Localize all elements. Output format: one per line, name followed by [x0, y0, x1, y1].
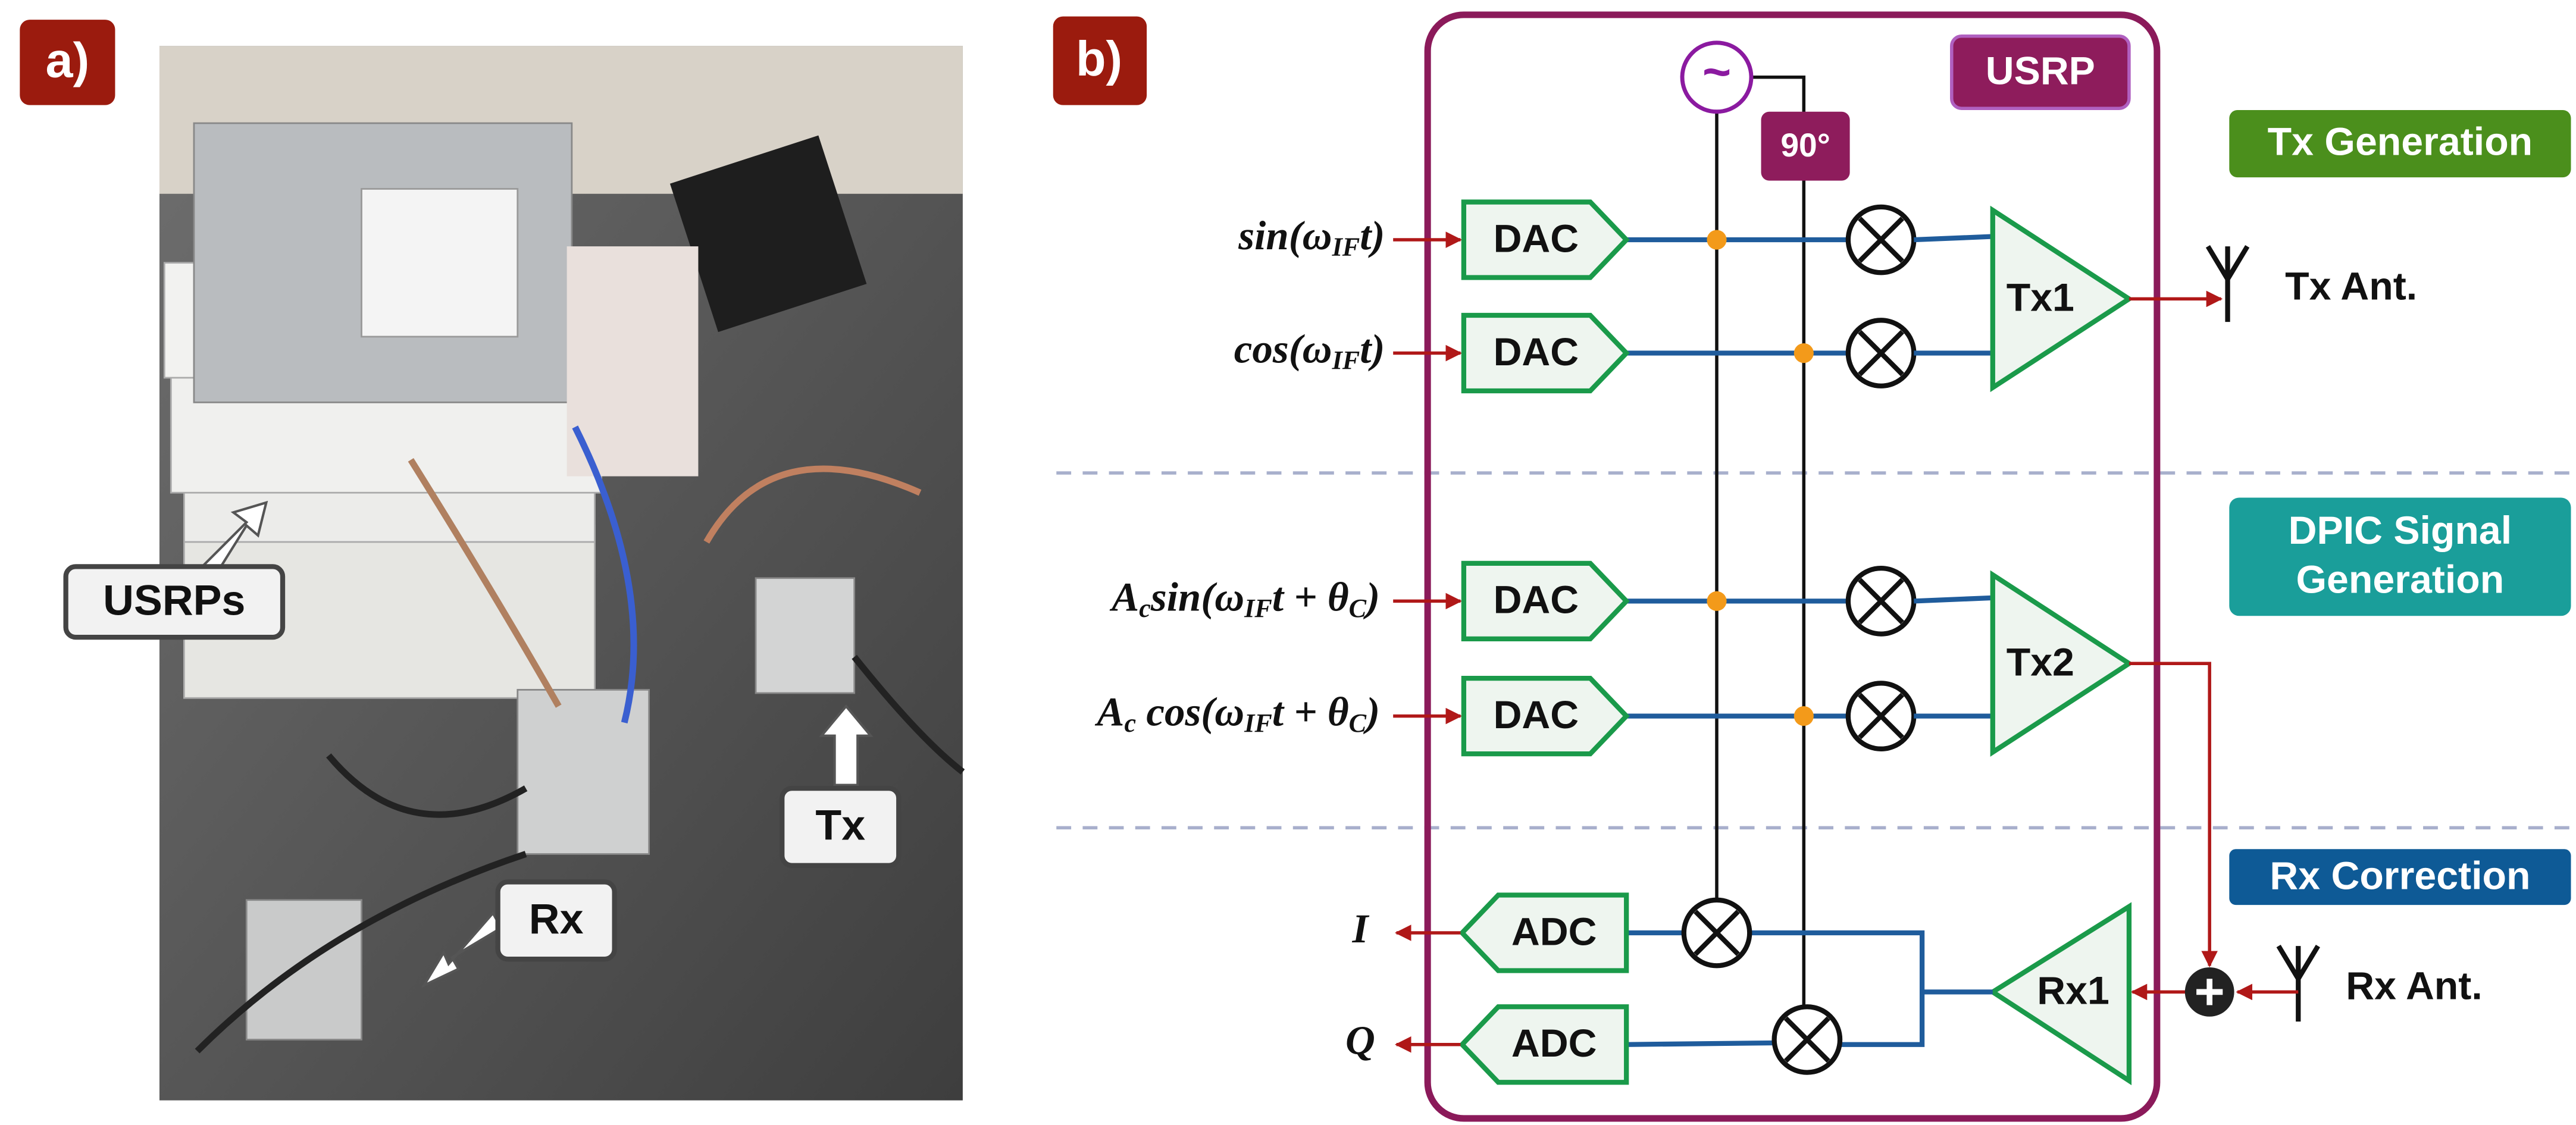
signal-line: [1914, 595, 1993, 604]
math-text: t + θ: [1272, 574, 1349, 619]
section-label: DPIC Signal Generation: [2288, 509, 2512, 603]
junction: [1794, 343, 1814, 363]
input-signal: Ac cos(ωIFt + θC): [1094, 689, 1380, 738]
mixer-cross: [1858, 692, 1904, 739]
math-text: A: [1094, 689, 1124, 734]
signal-line: [1749, 930, 1925, 1047]
section-badge: [2229, 497, 2571, 616]
dac-label: DAC: [1494, 578, 1579, 622]
antenna: [2205, 245, 2250, 322]
mixer-cross: [1858, 578, 1904, 625]
antenna-label: Rx Ant.: [2346, 964, 2482, 1008]
math-text: t): [1360, 213, 1385, 258]
amplifier-label: Rx1: [2037, 969, 2109, 1013]
power-adapter: [669, 135, 867, 333]
splitter: [755, 577, 856, 694]
subscript: IF: [1332, 346, 1360, 375]
dac-block: [1461, 312, 1630, 394]
antenna-label: Tx Ant.: [2285, 264, 2417, 308]
usrp-label: USRP: [1986, 49, 2095, 93]
math-text: sin(ω: [1150, 574, 1244, 619]
signal-line: [1626, 1040, 1774, 1047]
dac-label: DAC: [1494, 217, 1579, 261]
amplifier: [1990, 205, 2134, 393]
adc-block: [1458, 1004, 1629, 1085]
subscript: c: [1124, 709, 1136, 738]
input-signal: sin(ωIFt): [1238, 213, 1385, 262]
subscript: IF: [1332, 233, 1360, 262]
math-text: cos(ω: [1234, 326, 1332, 371]
section-label-wrap: DPIC Signal Generation: [2288, 509, 2512, 603]
subscript: IF: [1244, 594, 1272, 623]
panel-label: a): [46, 33, 90, 88]
callout-label: Rx: [529, 895, 584, 943]
mixer-cross: [1694, 910, 1740, 956]
adc-label: ADC: [1511, 1021, 1597, 1066]
subscript: IF: [1244, 709, 1272, 738]
subscript: c: [1139, 594, 1151, 623]
dac-label: DAC: [1494, 693, 1579, 737]
panel-label: b): [1076, 31, 1122, 86]
dac-block: [1461, 560, 1630, 642]
callout-box: [63, 564, 286, 640]
section-badge: [2229, 109, 2571, 178]
math-text: t): [1360, 326, 1385, 371]
amplifier: [1990, 570, 2134, 757]
amplifier-label: Tx1: [2007, 276, 2074, 320]
amplifier: [1988, 902, 2132, 1086]
arrow: [2129, 662, 2218, 967]
cables: [195, 425, 965, 1054]
output-signal: I: [1352, 906, 1370, 951]
subscript: C: [1349, 709, 1367, 738]
signal-line: [1914, 234, 1993, 243]
amplifier-label: Tx2: [2007, 641, 2074, 685]
callout-box: [780, 785, 902, 868]
splitter: [245, 899, 362, 1041]
input-signal: Acsin(ωIFt + θC): [1109, 574, 1380, 623]
section-badge: [2229, 849, 2571, 905]
mixer-cross: [1858, 330, 1904, 377]
callout-label: USRPs: [103, 576, 245, 624]
antenna: [2276, 944, 2320, 1022]
phase-shift-label: 90°: [1780, 127, 1830, 164]
callout-box: [495, 879, 617, 962]
mixer-cross: [1784, 1016, 1830, 1063]
math-text: t + θ: [1272, 689, 1349, 734]
oscillator-symbol: ~: [1702, 44, 1731, 99]
phase-shift-box: [1761, 111, 1850, 181]
adc-block: [1458, 892, 1629, 973]
usrp-box: [1424, 11, 2161, 1122]
section-label: Tx Generation: [2268, 120, 2533, 164]
math-text: A: [1109, 574, 1139, 619]
dac-block: [1461, 675, 1630, 757]
paper: [566, 246, 699, 477]
subscript: C: [1349, 594, 1367, 623]
junction: [1794, 706, 1814, 726]
usrp-label-box: [1950, 34, 2131, 110]
dac-block: [1461, 199, 1630, 280]
lo-lines: [1715, 75, 1806, 1007]
summer-plus: [2196, 979, 2223, 1005]
dac-label: DAC: [1494, 330, 1579, 374]
section-label: Rx Correction: [2270, 854, 2530, 898]
panel-label-box: [1053, 16, 1147, 105]
mixer-cross: [1858, 217, 1904, 263]
panel-label-box: [20, 20, 115, 105]
math-text: sin(ω: [1238, 213, 1332, 258]
oscillator: [1680, 40, 1754, 114]
adc-label: ADC: [1511, 910, 1597, 954]
input-signal: cos(ωIFt): [1234, 326, 1385, 375]
callout-label: Tx: [815, 802, 865, 850]
output-signal: Q: [1345, 1018, 1375, 1063]
junction: [1707, 591, 1727, 611]
junction: [1707, 230, 1727, 250]
math-text: cos(ω: [1136, 689, 1244, 734]
